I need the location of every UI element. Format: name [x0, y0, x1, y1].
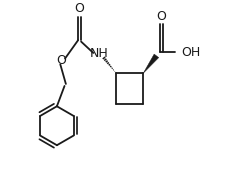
Text: O: O — [157, 10, 166, 23]
Text: O: O — [57, 54, 67, 67]
Text: O: O — [74, 2, 84, 15]
Text: OH: OH — [181, 46, 201, 59]
Polygon shape — [143, 54, 159, 73]
Text: NH: NH — [90, 47, 109, 60]
